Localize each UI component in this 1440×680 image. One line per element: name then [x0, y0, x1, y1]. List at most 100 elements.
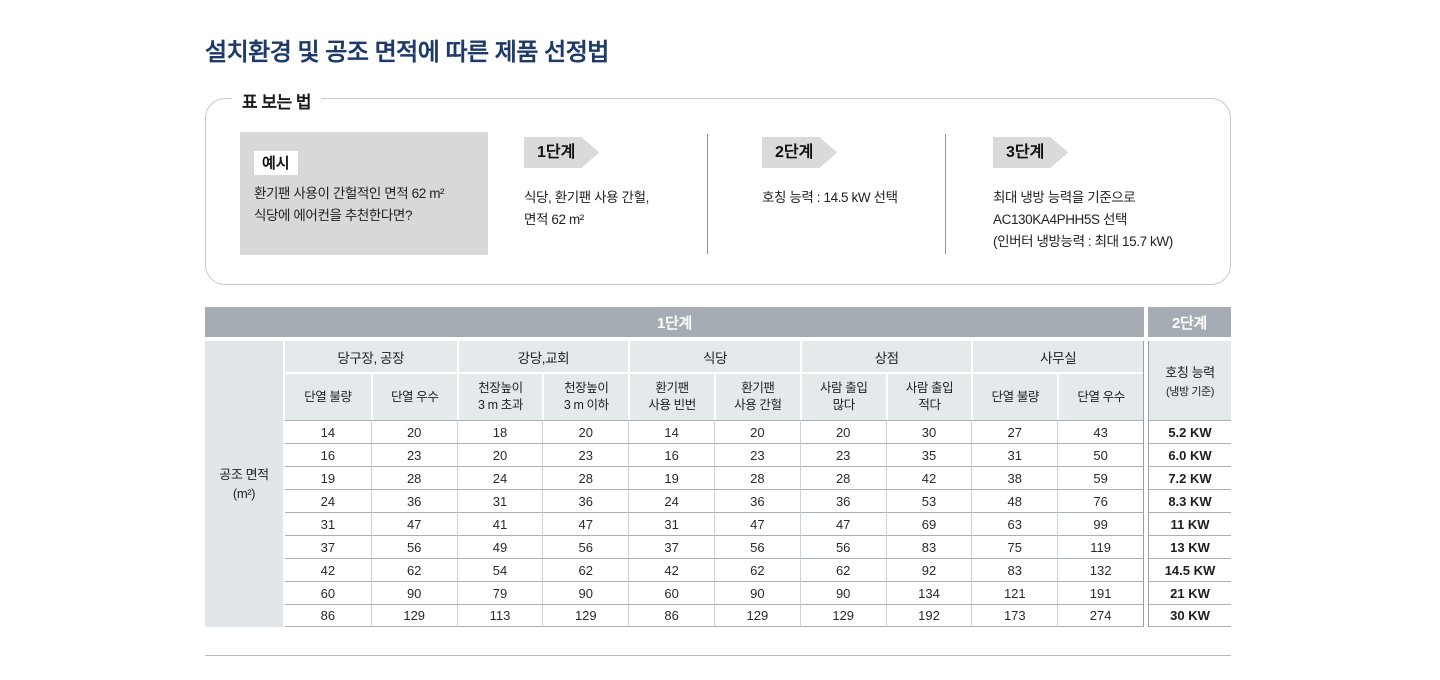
- cell-r8-c5: 60: [628, 581, 714, 604]
- cell-r6-c10: 119: [1057, 535, 1143, 558]
- row-header-line1: 공조 면적: [219, 466, 269, 482]
- cell-r5-c8: 69: [885, 512, 972, 535]
- cell-r7-c9: 83: [971, 558, 1058, 581]
- cell-r1-c2: 20: [370, 420, 457, 443]
- capacity-r7: 14.5 KW: [1149, 558, 1231, 581]
- capacity-r4: 8.3 KW: [1149, 489, 1231, 512]
- capacity-r2: 6.0 KW: [1149, 443, 1231, 466]
- cell-r4-c4: 36: [542, 489, 629, 512]
- cell-r4-c2: 36: [370, 489, 457, 512]
- cell-r2-c2: 23: [370, 443, 457, 466]
- cell-r6-c7: 56: [799, 535, 886, 558]
- sub-header-10: 단열 우수: [1057, 374, 1143, 420]
- cell-r3-c5: 19: [628, 466, 714, 489]
- cell-r3-c6: 28: [714, 466, 800, 489]
- cell-r4-c1: 24: [285, 489, 371, 512]
- example-badge: 예시: [254, 151, 298, 175]
- sub-header-3: 천장높이 3 m 초과: [456, 374, 543, 420]
- cell-r6-c4: 56: [542, 535, 629, 558]
- cell-r2-c4: 23: [542, 443, 629, 466]
- cell-r8-c1: 60: [285, 581, 371, 604]
- group-header-1: 당구장, 공장: [285, 341, 457, 374]
- capacity-r8: 21 KW: [1149, 581, 1231, 604]
- step1-banner: 1단계: [205, 307, 1144, 337]
- cell-r2-c1: 16: [285, 443, 371, 466]
- cell-r3-c1: 19: [285, 466, 371, 489]
- capacity-header: 호칭 능력 (냉방 기준): [1149, 341, 1231, 420]
- table-main-grid: 공조 면적 (m²) 당구장, 공장 강당,교회 식당 상점 사무실 단열 불량 단열 우수…: [205, 341, 1144, 627]
- cell-r7-c3: 54: [456, 558, 543, 581]
- cell-r6-c6: 56: [714, 535, 800, 558]
- cell-r1-c3: 18: [456, 420, 543, 443]
- capacity-column: 호칭 능력 (냉방 기준) 5.2 KW 6.0 KW 7.2 KW 8.3 KW 11…: [1148, 341, 1231, 627]
- cell-r3-c7: 28: [799, 466, 886, 489]
- cell-r1-c7: 20: [799, 420, 886, 443]
- cell-r2-c5: 16: [628, 443, 714, 466]
- cell-r1-c6: 20: [714, 420, 800, 443]
- sub-header-4: 천장높이 3 m 이하: [542, 374, 629, 420]
- step-3: 3단계 최대 냉방 능력을 기준으로 AC130KA4PHH5S 선택 (인버터…: [993, 137, 1231, 253]
- capacity-r1: 5.2 KW: [1149, 420, 1231, 443]
- cell-r9-c7: 129: [799, 604, 886, 627]
- cell-r7-c6: 62: [714, 558, 800, 581]
- cell-r5-c2: 47: [370, 512, 457, 535]
- cell-r6-c3: 49: [456, 535, 543, 558]
- bottom-divider: [205, 655, 1231, 656]
- cell-r5-c9: 63: [971, 512, 1058, 535]
- cell-r4-c10: 76: [1057, 489, 1143, 512]
- cell-r7-c8: 92: [885, 558, 972, 581]
- step-1-badge: 1단계: [524, 137, 599, 168]
- capacity-header-line1: 호칭 능력: [1165, 365, 1215, 380]
- cell-r2-c6: 23: [714, 443, 800, 466]
- cell-r9-c8: 192: [885, 604, 972, 627]
- step-divider-1: [707, 134, 708, 254]
- cell-r8-c7: 90: [799, 581, 886, 604]
- guide-box: 표 보는 법 예시 환기팬 사용이 간헐적인 면적 62 m² 식당에 에어컨을…: [205, 88, 1231, 285]
- cell-r3-c8: 42: [885, 466, 972, 489]
- row-header-area: 공조 면적 (m²): [205, 341, 285, 627]
- cell-r1-c10: 43: [1057, 420, 1143, 443]
- cell-r7-c2: 62: [370, 558, 457, 581]
- cell-r2-c9: 31: [971, 443, 1058, 466]
- cell-r2-c10: 50: [1057, 443, 1143, 466]
- cell-r3-c9: 38: [971, 466, 1058, 489]
- example-panel: 예시 환기팬 사용이 간헐적인 면적 62 m² 식당에 에어컨을 추천한다면?: [240, 132, 488, 255]
- group-header-4: 상점: [799, 341, 972, 374]
- capacity-r5: 11 KW: [1149, 512, 1231, 535]
- cell-r8-c2: 90: [370, 581, 457, 604]
- cell-r1-c5: 14: [628, 420, 714, 443]
- cell-r7-c1: 42: [285, 558, 371, 581]
- cell-r5-c1: 31: [285, 512, 371, 535]
- group-header-2: 강당,교회: [456, 341, 629, 374]
- cell-r4-c9: 48: [971, 489, 1058, 512]
- step-1: 1단계 식당, 환기팬 사용 간헐, 면적 62 m²: [524, 137, 704, 231]
- cell-r1-c4: 20: [542, 420, 629, 443]
- table-step1-section: 1단계 공조 면적 (m²) 당구장, 공장 강당,교회 식당 상점 사무실 단열 불량 단…: [205, 307, 1144, 627]
- table-step2-section: 2단계 호칭 능력 (냉방 기준) 5.2 KW 6.0 KW 7.2 KW 8.3 …: [1148, 307, 1231, 627]
- cell-r6-c8: 83: [885, 535, 972, 558]
- cell-r1-c8: 30: [885, 420, 972, 443]
- sub-header-9: 단열 불량: [971, 374, 1058, 420]
- cell-r4-c6: 36: [714, 489, 800, 512]
- cell-r7-c7: 62: [799, 558, 886, 581]
- cell-r7-c4: 62: [542, 558, 629, 581]
- step-3-badge: 3단계: [993, 137, 1068, 168]
- cell-r5-c7: 47: [799, 512, 886, 535]
- cell-r5-c4: 47: [542, 512, 629, 535]
- page-title: 설치환경 및 공조 면적에 따른 제품 선정법: [205, 39, 609, 66]
- cell-r4-c7: 36: [799, 489, 886, 512]
- sub-header-5: 환기팬 사용 빈번: [628, 374, 714, 420]
- cell-r7-c10: 132: [1057, 558, 1143, 581]
- cell-r9-c3: 113: [456, 604, 543, 627]
- selection-table: 1단계 공조 면적 (m²) 당구장, 공장 강당,교회 식당 상점 사무실 단열 불량 단…: [205, 307, 1231, 627]
- step-divider-2: [945, 134, 946, 254]
- cell-r9-c9: 173: [971, 604, 1058, 627]
- step-3-text: 최대 냉방 능력을 기준으로 AC130KA4PHH5S 선택 (인버터 냉방능…: [993, 190, 1173, 249]
- cell-r6-c2: 56: [370, 535, 457, 558]
- cell-r8-c4: 90: [542, 581, 629, 604]
- capacity-r9: 30 KW: [1149, 604, 1231, 627]
- cell-r2-c3: 20: [456, 443, 543, 466]
- cell-r6-c9: 75: [971, 535, 1058, 558]
- cell-r2-c7: 23: [799, 443, 886, 466]
- sub-header-6: 환기팬 사용 간헐: [714, 374, 800, 420]
